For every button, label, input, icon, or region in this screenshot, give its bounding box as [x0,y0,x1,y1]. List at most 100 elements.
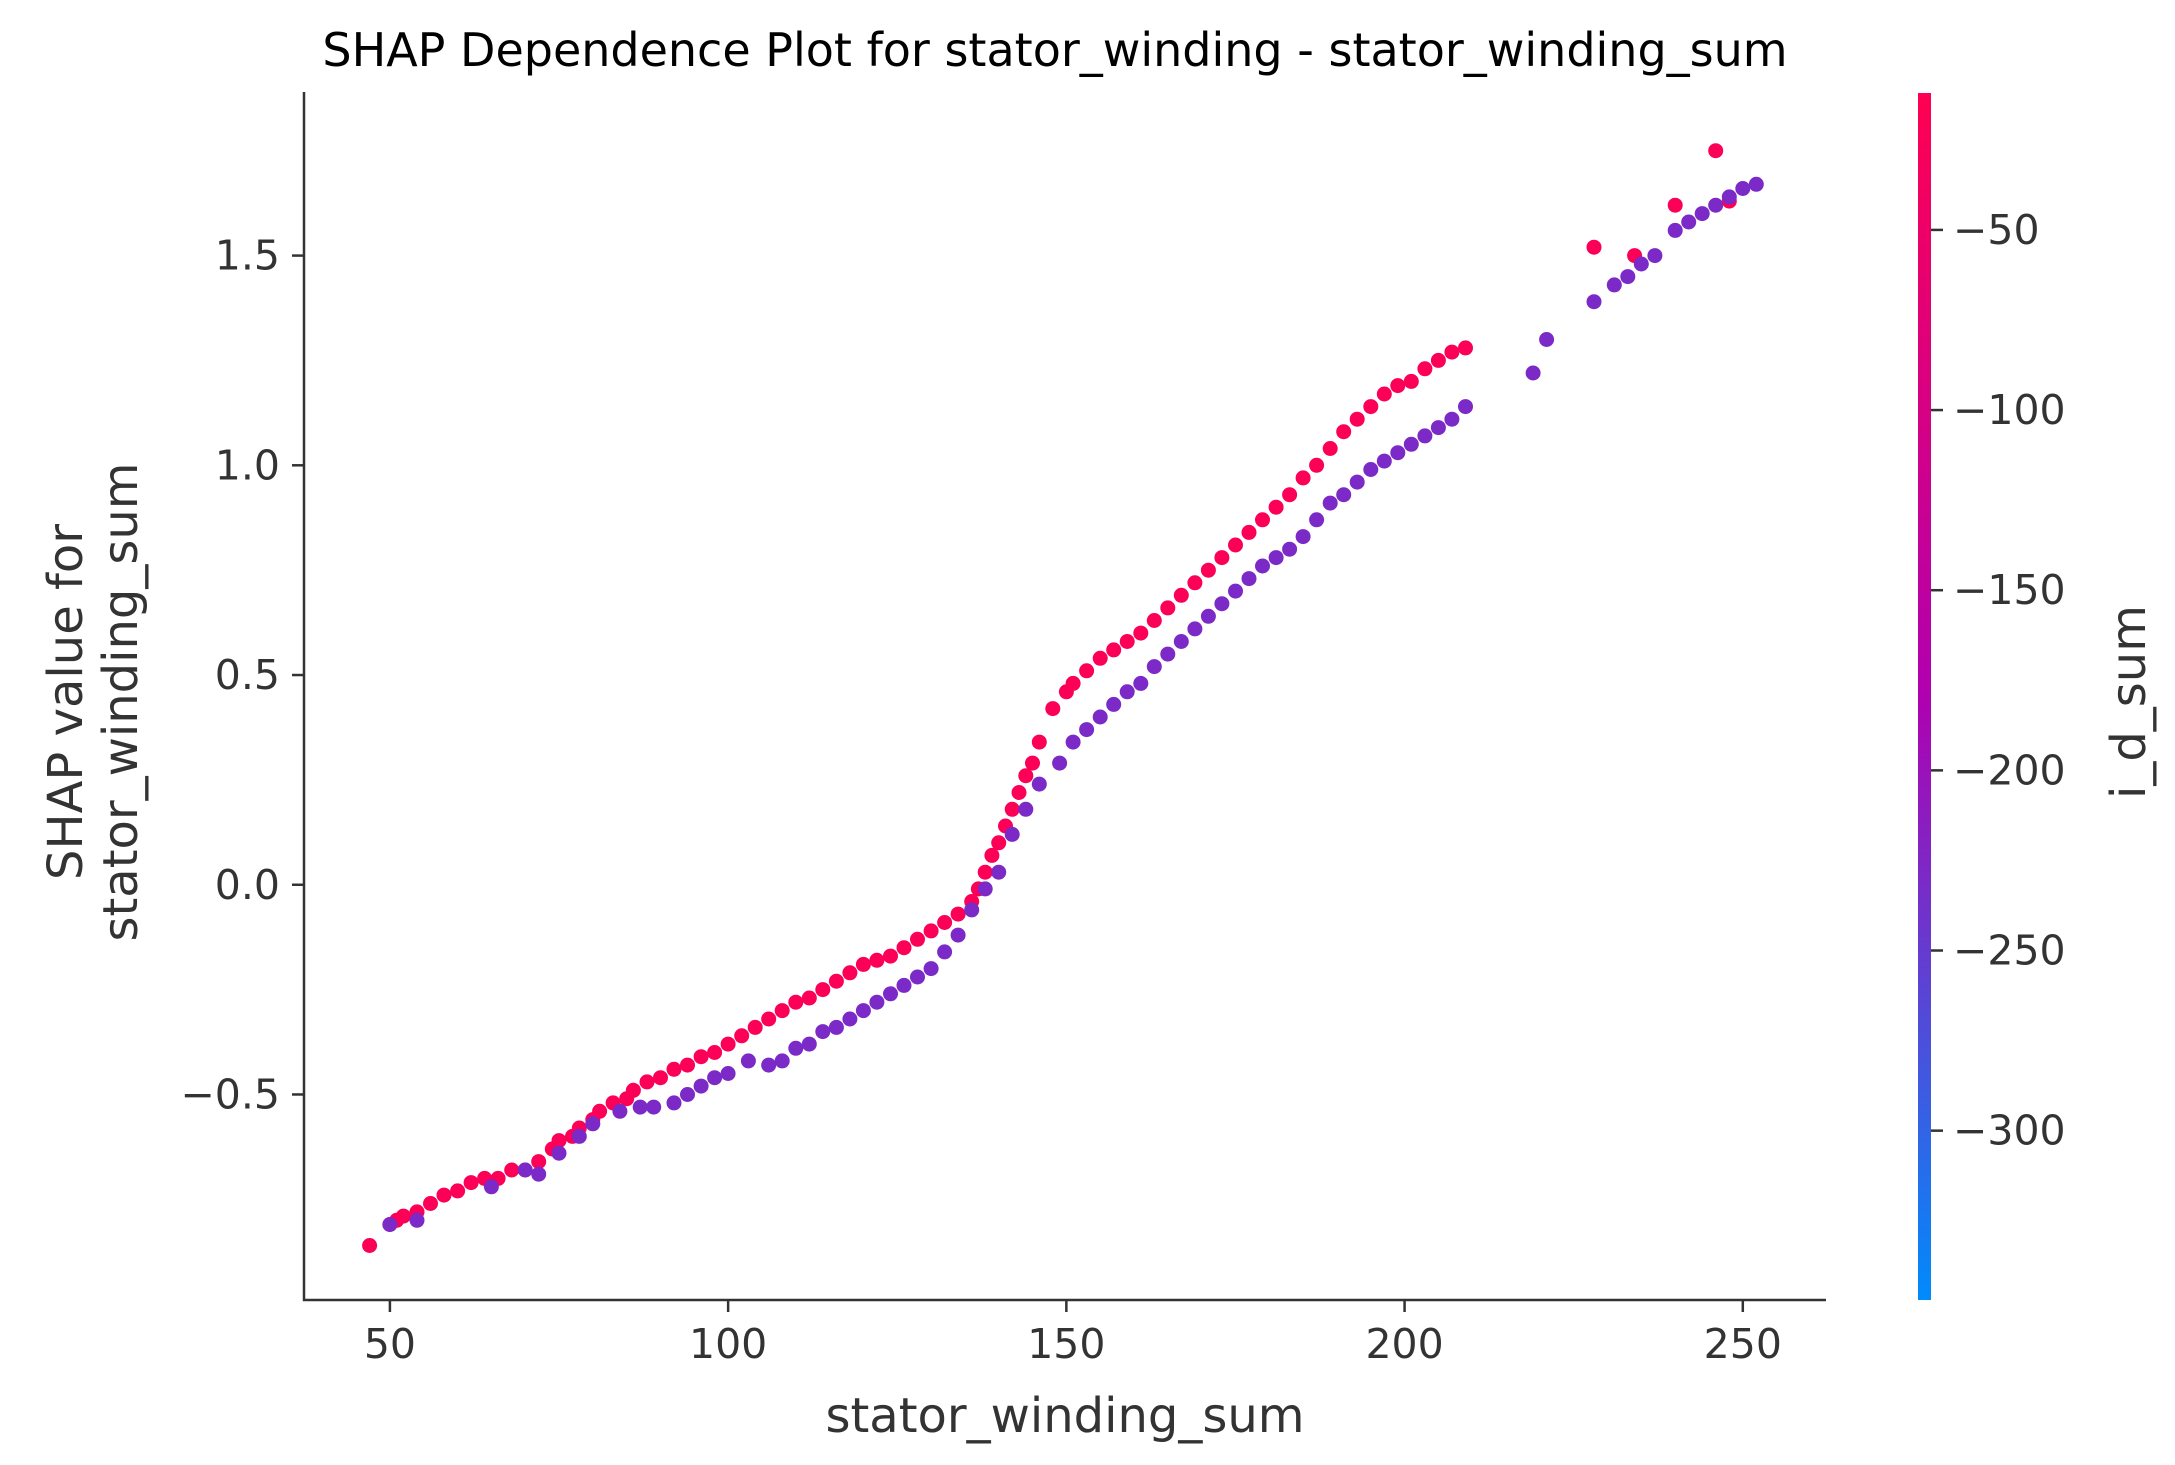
x-tick-label: 200 [1365,1320,1443,1368]
scatter-point [1748,176,1764,192]
scatter-point [869,994,885,1010]
scatter-point [395,1208,411,1224]
scatter-point [1444,344,1460,360]
x-tick-label: 50 [364,1320,416,1368]
scatter-point [504,1162,520,1178]
scatter-point [1694,206,1710,222]
scatter-point [1444,411,1460,427]
scatter-point [964,902,980,918]
scatter-point [423,1196,438,1211]
scatter-point [1052,755,1068,771]
scatter-point [680,1087,695,1102]
scatter-point [774,1053,790,1069]
scatter-point [1647,248,1663,264]
scatter-point [1200,562,1216,578]
scatter-point [436,1187,452,1203]
scatter-point [977,881,993,897]
scatter-point [409,1212,425,1228]
scatter-point [761,1011,777,1027]
scatter-point [1390,445,1406,461]
scatter-point [1363,399,1379,415]
scatter-point [1458,340,1473,356]
scatter-point [937,915,953,930]
scatter-point [1606,277,1622,293]
scatter-point [1241,524,1257,540]
x-axis-label: stator_winding_sum [825,1388,1304,1444]
scatter-point [1525,365,1541,381]
scatter-point [1349,411,1365,427]
scatter-point [1539,332,1555,347]
scatter-point [1309,457,1325,473]
scatter-point [896,977,912,993]
chart-title: SHAP Dependence Plot for stator_winding … [322,23,1787,77]
scatter-point [801,990,817,1006]
scatter-point [531,1166,547,1182]
scatter-point [1633,256,1649,272]
scatter-point [1119,684,1135,700]
scatter-point [1079,722,1095,738]
scatter-point [937,944,953,960]
scatter-point [1146,613,1162,628]
scatter-point [1133,625,1149,641]
scatter-point [693,1049,709,1065]
scatter-point [1322,441,1338,456]
scatter-point [977,864,993,880]
scatter-point [707,1070,723,1086]
scatter-point [842,965,858,981]
scatter-point [1309,512,1325,528]
scatter-point [842,1011,858,1027]
scatter-point [551,1145,567,1161]
colorbar-label: i_d_sum [2101,605,2157,799]
y-tick-label: 0.0 [215,861,280,909]
scatter-point [632,1099,648,1115]
scatter-point [1160,646,1176,662]
scatter-point [910,931,925,947]
scatter-point [788,1040,804,1056]
scatter-point [1106,642,1122,658]
y-tick-label: 0.5 [215,651,280,699]
scatter-point [747,1019,763,1035]
scatter-point [991,835,1007,851]
scatter-point [531,1154,547,1170]
scatter-point [1031,776,1047,792]
scatter-point [1187,621,1203,637]
scatter-point [1403,436,1419,452]
colorbar-tick-label: −150 [1953,566,2066,614]
scatter-point [1133,675,1149,691]
scatter-point [1721,189,1737,205]
scatter-point [1173,634,1189,649]
plot-axes [302,92,1826,1302]
scatter-points [362,143,1764,1253]
scatter-point [801,1036,817,1052]
scatter-point [1119,634,1135,649]
scatter-point [666,1095,682,1111]
scatter-point [1065,734,1081,750]
scatter-point [740,1053,756,1069]
scatter-point [774,1003,790,1019]
scatter-point [1004,801,1020,817]
scatter-point [1160,600,1176,616]
colorbar [1918,93,1931,1300]
scatter-point [517,1162,533,1178]
scatter-point [1282,541,1298,557]
scatter-point [869,952,885,968]
scatter-point [923,961,939,977]
y-tick-label: 1.0 [215,441,280,489]
scatter-point [720,1036,736,1052]
scatter-point [592,1103,608,1119]
scatter-point [707,1045,723,1060]
scatter-point [646,1099,662,1115]
scatter-point [1586,239,1602,255]
scatter-point [666,1061,682,1077]
x-tick-label: 250 [1704,1320,1782,1368]
colorbar-tick-label: −100 [1953,386,2066,434]
scatter-point [984,847,1000,863]
scatter-point [1011,785,1027,800]
scatter-point [1430,352,1446,368]
scatter-point [483,1179,499,1195]
scatter-point [1214,550,1230,566]
scatter-point [1018,768,1034,784]
x-tick-label: 100 [689,1320,767,1368]
